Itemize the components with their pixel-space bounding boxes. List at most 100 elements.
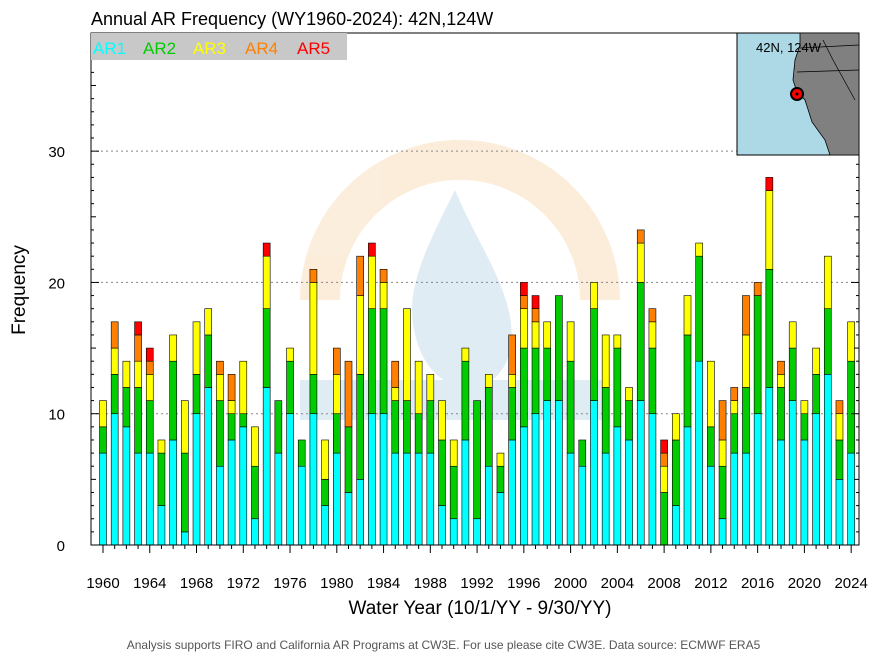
bar-segment-ar2	[321, 479, 329, 506]
bar-segment-ar2	[309, 374, 318, 415]
y-axis-ticks: 0 10 20 30	[48, 45, 859, 555]
bar-segment-ar1	[484, 465, 493, 546]
bar-segment-ar2	[297, 439, 306, 467]
bar-segment-ar3	[613, 334, 622, 349]
inset-location-label: 42N, 124W	[756, 40, 822, 55]
bar-segment-ar3	[110, 347, 119, 375]
bar-segment-ar2	[379, 308, 388, 415]
bar-segment-ar3	[391, 387, 400, 401]
bar-segment-ar1	[461, 439, 470, 546]
bar-segment-ar4	[777, 360, 785, 375]
bar-segment-ar3	[181, 400, 189, 454]
bar-segment-ar3	[192, 321, 201, 375]
bar-segment-ar2	[555, 295, 563, 401]
bar-segment-ar1	[251, 518, 259, 546]
bar-segment-ar2	[110, 374, 119, 415]
bar-segment-ar3	[157, 439, 166, 454]
bar-segment-ar1	[823, 374, 832, 546]
bar-segment-ar3	[145, 374, 154, 401]
x-tick-label: 2008	[647, 575, 680, 592]
bar-segment-ar2	[438, 439, 446, 506]
bar-segment-ar3	[823, 255, 832, 309]
bar-segment-ar1	[730, 452, 739, 546]
bar-segment-ar1	[777, 439, 785, 546]
bar-segment-ar3	[414, 360, 423, 415]
x-tick-label: 2024	[834, 575, 867, 592]
bar-segment-ar1	[145, 452, 154, 546]
bar-segment-ar3	[660, 465, 668, 493]
bar-segment-ar4	[216, 360, 224, 375]
bar-segment-ar3	[508, 374, 516, 388]
bar-segment-ar1	[625, 439, 633, 546]
bar-segment-ar1	[449, 518, 458, 546]
bar-segment-ar2	[134, 387, 142, 454]
bar-segment-ar4	[344, 360, 353, 428]
bar-segment-ar2	[181, 452, 189, 533]
bar-segment-ar1	[812, 413, 820, 546]
bar-segment-ar2	[496, 465, 505, 493]
bar-segment-ar1	[344, 492, 353, 546]
bar-segment-ar2	[449, 465, 458, 520]
bar-segment-ar1	[379, 413, 388, 546]
legend-entry-ar5: AR5	[297, 39, 330, 58]
bar-segment-ar3	[648, 321, 657, 349]
bar-segment-ar2	[251, 465, 259, 520]
x-tick-label: 2016	[741, 575, 774, 592]
bar-segment-ar1	[356, 479, 364, 546]
bar-segment-ar1	[134, 452, 142, 546]
bar-segment-ar4	[835, 400, 844, 415]
bar-segment-ar2	[835, 439, 844, 480]
y-axis-label: Frequency	[9, 245, 30, 335]
bar-segment-ar2	[204, 334, 213, 388]
bar-segment-ar4	[391, 360, 400, 388]
bar-segment-ar4	[309, 269, 318, 283]
bar-segment-ar4	[742, 295, 750, 336]
bar-segment-ar1	[227, 439, 236, 546]
bar-segment-ar4	[531, 308, 540, 323]
bar-segment-ar2	[800, 413, 809, 441]
x-tick-label: 1972	[227, 575, 260, 592]
inset-borders	[796, 39, 860, 101]
x-tick-label: 2004	[601, 575, 634, 592]
bar-segment-ar2	[414, 413, 423, 454]
bar-segment-ar5	[134, 321, 142, 336]
bar-segment-ar3	[438, 400, 446, 441]
bar-segment-ar1	[321, 505, 329, 546]
x-tick-label: 2012	[694, 575, 727, 592]
bar-segment-ar2	[157, 452, 166, 506]
bar-segment-ar2	[391, 400, 400, 454]
bar-segment-ar3	[262, 255, 271, 309]
bar-segment-ar1	[520, 426, 528, 546]
bar-segment-ar2	[520, 347, 528, 428]
bar-segment-ar3	[800, 400, 809, 415]
bar-segment-ar2	[730, 413, 739, 454]
bar-segment-ar2	[823, 308, 832, 375]
bar-segment-ar1	[613, 426, 622, 546]
bar-segment-ar3	[204, 308, 213, 336]
bar-segment-ar3	[718, 439, 727, 467]
x-tick-label: 1984	[367, 575, 400, 592]
x-tick-label: 1976	[273, 575, 306, 592]
plot-frame	[90, 32, 860, 546]
bar-segment-ar2	[590, 308, 598, 401]
bar-segment-ar2	[636, 282, 645, 401]
bar-segment-ar5	[765, 177, 774, 191]
bar-segment-ar2	[368, 308, 376, 415]
bar-segment-ar4	[660, 452, 668, 467]
chart-title: Annual AR Frequency (WY1960-2024): 42N,1…	[91, 9, 493, 29]
bar-segment-ar1	[169, 439, 177, 546]
bar-segment-ar1	[566, 452, 575, 546]
bar-segment-ar3	[461, 347, 470, 362]
legend-entry-ar3: AR3	[193, 39, 226, 58]
legend-entry-ar4: AR4	[245, 39, 278, 58]
bar-segment-ar5	[531, 295, 540, 309]
bar-segment-ar2	[169, 360, 177, 441]
bar-segment-ar5	[520, 282, 528, 296]
bar-segment-ar3	[403, 308, 411, 401]
bar-segment-ar3	[590, 282, 598, 309]
bar-segment-ar1	[99, 452, 107, 546]
bar-segment-ar2	[192, 374, 201, 415]
bar-segment-ar2	[718, 465, 727, 520]
bar-segment-ar1	[508, 439, 516, 546]
bar-segment-ar3	[496, 452, 505, 467]
